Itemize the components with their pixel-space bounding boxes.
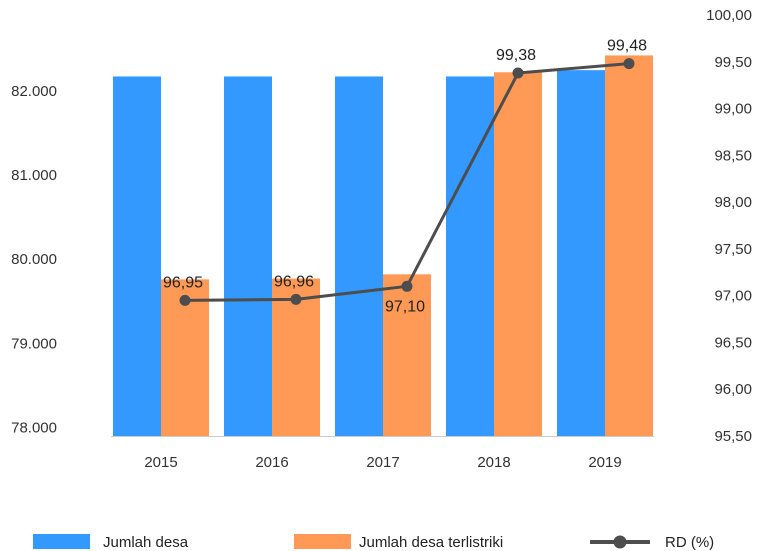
left-axis-tick-label: 79.000 [11, 335, 57, 352]
bar-jumlah-desa [113, 76, 161, 436]
bar-jumlah-desa [557, 70, 605, 436]
left-axis-tick-label: 78.000 [11, 420, 57, 437]
x-axis-tick-label: 2017 [366, 454, 399, 471]
rd-line-series: 96,95 96,96 97,10 99,38 99,48 [163, 38, 647, 316]
rd-data-label: 99,38 [496, 47, 536, 64]
left-axis: 78.000 79.000 80.000 81.000 82.000 [11, 83, 57, 437]
right-axis-tick-label: 99,00 [714, 101, 752, 118]
legend-label-jumlah-desa-terlistriki: Jumlah desa terlistriki [359, 534, 503, 551]
legend-swatch-jumlah-desa [33, 534, 90, 549]
bar-jumlah-desa-terlistriki [383, 274, 431, 436]
rd-point [179, 294, 191, 306]
left-axis-tick-label: 81.000 [11, 167, 57, 184]
rd-data-label: 96,96 [274, 273, 314, 290]
right-axis-tick-label: 98,50 [714, 147, 752, 164]
x-axis-tick-label: 2016 [255, 454, 288, 471]
right-axis: 95,50 96,00 96,50 97,00 97,50 98,00 98,50 99,00… [706, 7, 752, 445]
legend: Jumlah desa Jumlah desa terlistriki RD (%) [33, 534, 714, 551]
rd-point [512, 67, 524, 79]
rd-data-label: 99,48 [607, 38, 647, 55]
left-axis-tick-label: 80.000 [11, 251, 57, 268]
right-axis-tick-label: 100,00 [706, 7, 752, 24]
legend-label-jumlah-desa: Jumlah desa [103, 534, 189, 551]
rd-point [401, 280, 413, 292]
rd-data-label: 96,95 [163, 274, 203, 291]
right-axis-tick-label: 95,50 [714, 428, 752, 445]
right-axis-tick-label: 96,50 [714, 334, 752, 351]
bar-jumlah-desa [335, 76, 383, 436]
x-axis-tick-label: 2018 [477, 454, 510, 471]
legend-swatch-jumlah-desa-terlistriki [294, 534, 351, 549]
right-axis-tick-label: 96,00 [714, 381, 752, 398]
rd-data-label: 97,10 [385, 298, 425, 315]
bar-jumlah-desa [224, 76, 272, 436]
rd-point [623, 58, 635, 70]
x-axis-tick-label: 2015 [144, 454, 177, 471]
right-axis-tick-label: 97,00 [714, 288, 752, 305]
rd-point [290, 293, 302, 305]
right-axis-tick-label: 98,00 [714, 194, 752, 211]
right-axis-tick-label: 97,50 [714, 241, 752, 258]
right-axis-tick-label: 99,50 [714, 54, 752, 71]
bar-series [113, 55, 653, 437]
x-axis-tick-label: 2019 [588, 454, 621, 471]
bar-jumlah-desa-terlistriki [605, 55, 653, 436]
left-axis-tick-label: 82.000 [11, 83, 57, 100]
legend-label-rd: RD (%) [665, 534, 714, 551]
x-axis: 2015 2016 2017 2018 2019 [144, 454, 621, 471]
bar-jumlah-desa-terlistriki [494, 72, 542, 437]
legend-marker-rd [613, 535, 627, 549]
